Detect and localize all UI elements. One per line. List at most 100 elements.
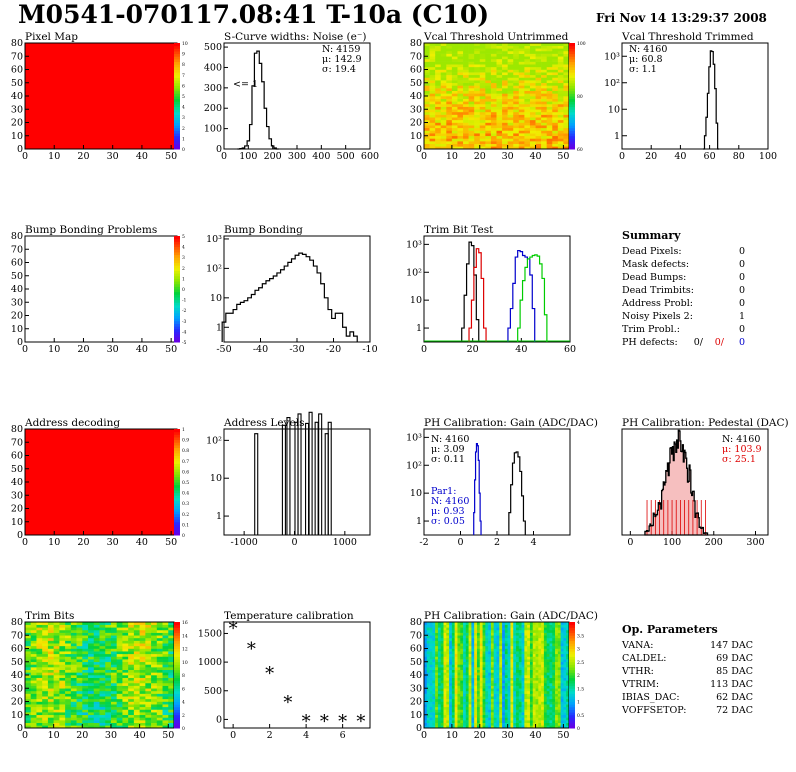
heatmap-cell (479, 714, 483, 718)
heatmap-cell (507, 698, 511, 702)
heatmap-cell (496, 653, 500, 657)
heatmap-cell (42, 682, 49, 686)
heatmap-cell (529, 709, 534, 713)
heatmap-cell (151, 643, 158, 647)
heatmap-cell (435, 48, 442, 52)
heatmap-cell (429, 135, 436, 139)
heatmap-cell (471, 725, 475, 729)
heatmap-cell (139, 643, 146, 647)
colorbar-label: 0.7 (182, 459, 189, 465)
heatmap-cell (479, 88, 486, 91)
heatmap-cell (479, 635, 483, 639)
heatmap-cell (524, 675, 528, 678)
heatmap-cell (133, 712, 140, 716)
colorbar-segment (174, 508, 180, 512)
heatmap-cell (76, 659, 83, 663)
heatmap-cell (110, 664, 117, 668)
heatmap-cell (446, 693, 450, 697)
heatmap-cell (485, 645, 489, 649)
heatmap-cell (93, 629, 100, 633)
heatmap-cell (426, 627, 430, 631)
heatmap-cell (479, 669, 483, 673)
heatmap-cell (566, 656, 570, 660)
colorbar-segment (569, 50, 575, 55)
heatmap-cell (555, 667, 559, 670)
heatmap-cell (446, 637, 450, 641)
heatmap-cell (485, 643, 489, 647)
heatmap-cell (482, 717, 486, 721)
address-level-peak (318, 413, 323, 535)
colorbar-segment (174, 111, 180, 116)
heatmap-cell (451, 66, 458, 70)
heatmap-cell (424, 114, 430, 118)
heatmap-cell (543, 677, 547, 681)
heatmap-cell (513, 675, 517, 678)
heatmap-cell (490, 141, 497, 144)
heatmap-cell (499, 640, 503, 644)
heatmap-cell (532, 714, 536, 718)
heatmap-cell (496, 98, 503, 102)
heatmap-cell (25, 701, 32, 705)
colorbar-segment (569, 61, 575, 65)
heatmap-cell (116, 709, 123, 713)
heatmap-cell (557, 664, 561, 668)
heatmap-cell (437, 659, 442, 663)
heatmap-cell (168, 635, 175, 639)
heatmap-cell (47, 648, 54, 652)
heatmap-cell (99, 653, 106, 657)
heatmap-cell (543, 698, 547, 702)
heatmap-cell (424, 146, 430, 150)
heatmap-cell (563, 53, 570, 57)
heatmap-cell (168, 651, 175, 655)
heatmap-cell (485, 48, 492, 52)
heatmap-cell (538, 709, 542, 713)
heatmap-cell (507, 685, 511, 689)
heatmap-cell (474, 640, 478, 644)
heatmap-cell (429, 82, 436, 86)
heatmap-cell (429, 114, 436, 118)
heatmap-cell (36, 624, 43, 628)
op-param-value: 69 DAC (716, 653, 753, 664)
panel-title: Temperature calibration (224, 610, 354, 622)
heatmap-cell (563, 680, 567, 684)
heatmap-cell (457, 645, 461, 649)
heatmap-cell (88, 669, 95, 673)
heatmap-cell (65, 643, 72, 647)
stat-text: σ: 0.11 (431, 454, 465, 465)
heatmap-cell (493, 659, 497, 663)
heatmap-cell (465, 677, 469, 681)
heatmap-cell (465, 645, 469, 649)
heatmap-cell (543, 693, 547, 697)
heatmap-cell (128, 637, 135, 641)
heatmap-cell (527, 645, 531, 649)
heatmap-cell (162, 648, 169, 652)
heatmap-cell (53, 645, 60, 649)
heatmap-cell (42, 635, 49, 639)
heatmap-cell (535, 80, 542, 84)
heatmap-cell (518, 133, 525, 137)
heatmap-cell (88, 717, 95, 721)
heatmap-cell (474, 85, 481, 89)
heatmap-cell (139, 648, 146, 652)
colorbar-segment (174, 466, 180, 470)
heatmap-cell (485, 125, 492, 129)
heatmap-cell (507, 146, 514, 150)
summary-label: Noisy Pixels 2: (622, 311, 693, 322)
heatmap-cell (482, 645, 486, 649)
heatmap-cell (507, 651, 511, 655)
colorbar-segment (569, 90, 575, 94)
heatmap-cell (457, 698, 461, 702)
heatmap-cell (110, 622, 117, 625)
heatmap-cell (546, 103, 553, 107)
heatmap-cell (479, 143, 486, 147)
colorbar-label: 14 (182, 633, 188, 639)
colorbar-segment (174, 82, 180, 86)
heatmap-cell (451, 659, 455, 663)
heatmap-cell (432, 648, 436, 652)
heatmap-cell (468, 725, 472, 729)
x-tick-label: -1000 (230, 537, 257, 548)
heatmap-cell (429, 50, 436, 54)
heatmap-cell (557, 640, 561, 644)
colorbar-segment (174, 135, 180, 139)
heatmap-cell (507, 629, 511, 633)
